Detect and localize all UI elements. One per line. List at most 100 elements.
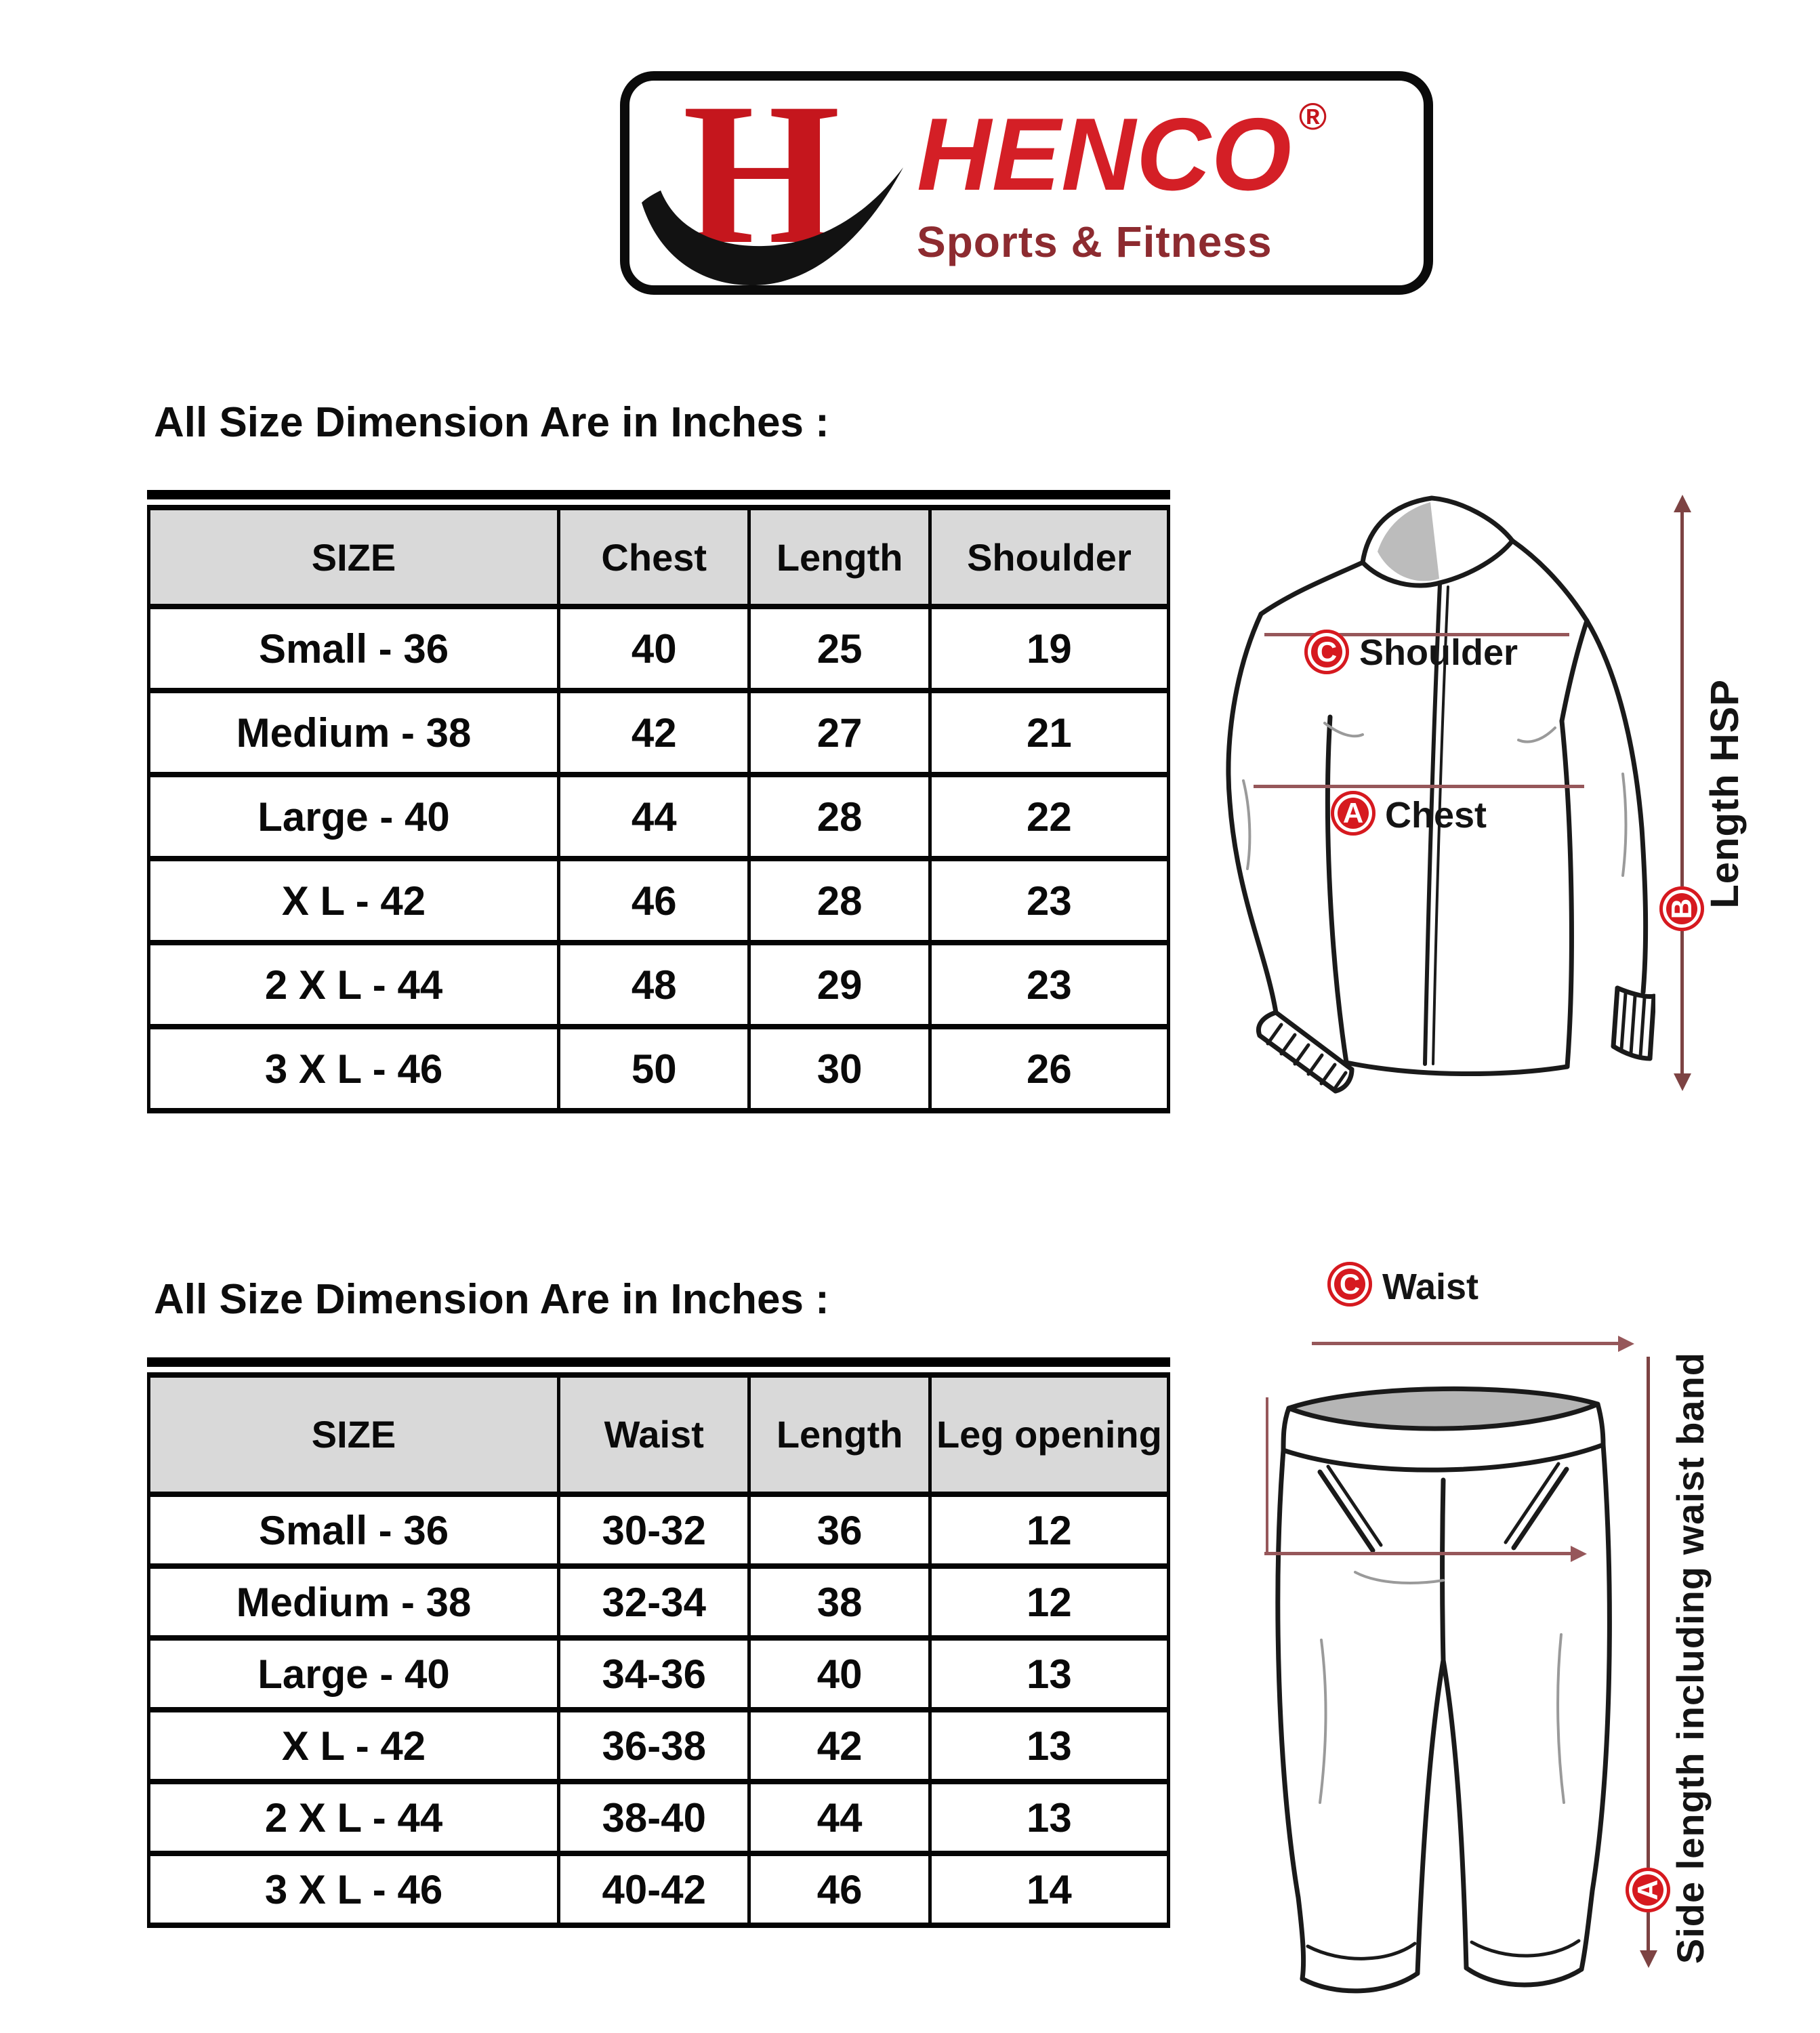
chest-cell: 40 [557,604,751,693]
arrow-down-icon [1674,1073,1691,1091]
chest-label: Chest [1385,795,1487,836]
shoulder-badge: C [1304,630,1349,674]
side-length-badge: A [1626,1868,1670,1912]
length-cell: 44 [747,1779,932,1856]
pants-side-length-line [1647,1357,1650,1952]
leg-opening-cell: 13 [928,1707,1171,1784]
brand-name: HENCO [917,97,1292,212]
column-header-chest: Chest [557,505,751,609]
size-cell: 2 X L - 44 [146,1779,561,1856]
table-header-row: SIZE Waist Length Leg opening [146,1372,1171,1497]
column-header-leg-opening: Leg opening [928,1372,1171,1497]
brand-monogram: H [629,62,914,286]
size-cell: Small - 36 [146,1492,561,1569]
brand-logo: H HENCO ® Sports & Fitness [620,62,1433,295]
arrow-up-icon [1674,495,1691,512]
size-cell: Medium - 38 [146,688,561,777]
table-row: 2 X L - 44 38-40 44 13 [146,1779,1171,1856]
arrow-down-icon [1640,1950,1657,1968]
waist-cell: 30-32 [557,1492,751,1569]
jacket-size-table: SIZE Chest Length Shoulder Small - 36 40… [146,490,1171,1113]
shoulder-cell: 22 [928,772,1171,861]
column-header-waist: Waist [557,1372,751,1497]
chest-measure-line [1254,785,1584,788]
pants-line-drawing [1275,1386,1612,1994]
size-cell: Large - 40 [146,1635,561,1712]
registered-mark-icon: ® [1298,95,1327,138]
waist-cell: 36-38 [557,1707,751,1784]
leg-opening-cell: 13 [928,1779,1171,1856]
shoulder-label: Shoulder [1359,632,1518,673]
size-cell: Medium - 38 [146,1563,561,1641]
chest-cell: 46 [557,856,751,945]
swoosh-icon [642,167,903,286]
chest-badge: A [1331,791,1376,836]
jacket-size-table-grid: SIZE Chest Length Shoulder Small - 36 40… [146,505,1171,1113]
table-row: X L - 42 46 28 23 [146,856,1171,945]
table-row: X L - 42 36-38 42 13 [146,1707,1171,1784]
length-cell: 25 [747,604,932,693]
table-row: Large - 40 34-36 40 13 [146,1635,1171,1712]
chest-cell: 50 [557,1024,751,1113]
size-cell: 3 X L - 46 [146,1024,561,1113]
size-cell: X L - 42 [146,856,561,945]
column-header-length: Length [747,505,932,609]
length-cell: 28 [747,772,932,861]
waist-cell: 40-42 [557,1851,751,1928]
length-badge: B [1659,886,1704,931]
table-row: 3 X L - 46 40-42 46 14 [146,1851,1171,1928]
leg-opening-cell: 12 [928,1563,1171,1641]
chest-cell: 44 [557,772,751,861]
arrow-right-icon [1618,1336,1634,1352]
length-cell: 28 [747,856,932,945]
waist-label: Waist [1382,1267,1479,1307]
size-cell: X L - 42 [146,1707,561,1784]
table-row: Large - 40 44 28 22 [146,772,1171,861]
arrow-right-icon [1571,1546,1587,1562]
table-row: Medium - 38 42 27 21 [146,688,1171,777]
column-header-size: SIZE [146,505,561,609]
table-row: 3 X L - 46 50 30 26 [146,1024,1171,1113]
pants-size-table-grid: SIZE Waist Length Leg opening Small - 36… [146,1372,1171,1928]
chest-cell: 48 [557,940,751,1029]
size-cell: Large - 40 [146,772,561,861]
pants-section-heading: All Size Dimension Are in Inches : [154,1276,829,1323]
brand-tagline: Sports & Fitness [917,218,1273,266]
length-cell: 42 [747,1707,932,1784]
table-row: 2 X L - 44 48 29 23 [146,940,1171,1029]
length-cell: 46 [747,1851,932,1928]
table-header-row: SIZE Chest Length Shoulder [146,505,1171,609]
leg-opening-cell: 12 [928,1492,1171,1569]
shoulder-cell: 23 [928,940,1171,1029]
column-header-size: SIZE [146,1372,561,1497]
leg-opening-cell: 14 [928,1851,1171,1928]
length-cell: 27 [747,688,932,777]
column-header-shoulder: Shoulder [928,505,1171,609]
hip-leader-line [1266,1397,1268,1555]
length-cell: 29 [747,940,932,1029]
length-cell: 36 [747,1492,932,1569]
table-row: Medium - 38 32-34 38 12 [146,1563,1171,1641]
size-cell: 3 X L - 46 [146,1851,561,1928]
chest-cell: 42 [557,688,751,777]
waist-measure-line [1312,1342,1618,1345]
length-cell: 38 [747,1563,932,1641]
waist-cell: 32-34 [557,1563,751,1641]
table-row: Small - 36 30-32 36 12 [146,1492,1171,1569]
jacket-section-heading: All Size Dimension Are in Inches : [154,399,829,446]
shoulder-measure-line [1264,633,1569,636]
table-row: Small - 36 40 25 19 [146,604,1171,693]
shoulder-cell: 26 [928,1024,1171,1113]
jacket-length-line [1680,512,1684,1075]
waist-cell: 38-40 [557,1779,751,1856]
size-cell: Small - 36 [146,604,561,693]
brand-text: HENCO ® Sports & Fitness [917,97,1327,267]
waist-badge: C [1327,1262,1372,1307]
shoulder-cell: 23 [928,856,1171,945]
shoulder-cell: 21 [928,688,1171,777]
pants-size-table: SIZE Waist Length Leg opening Small - 36… [146,1357,1171,1928]
length-cell: 30 [747,1024,932,1113]
size-cell: 2 X L - 44 [146,940,561,1029]
column-header-length: Length [747,1372,932,1497]
